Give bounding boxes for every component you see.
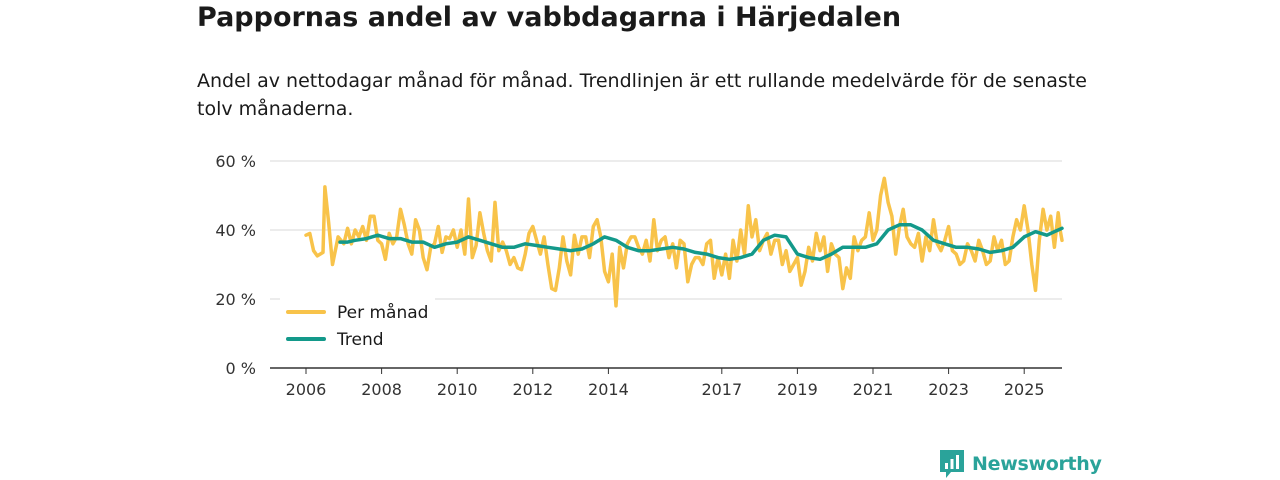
newsworthy-brand: Newsworthy [940, 450, 1102, 478]
chart-series [304, 176, 1064, 308]
chart-title: Pappornas andel av vabbdagarna i Härjeda… [197, 2, 902, 33]
chart-legend: Per månad Trend [280, 298, 435, 356]
newsworthy-logo-icon [940, 450, 964, 478]
x-tick-label: 2019 [777, 380, 818, 399]
y-tick-label: 60 % [215, 152, 256, 171]
x-tick-label: 2006 [286, 380, 327, 399]
y-tick-label: 0 % [226, 359, 256, 378]
legend-label: Trend [336, 330, 384, 350]
y-tick-label: 40 % [215, 221, 256, 240]
y-axis-ticks: 0 % 20 % 40 % 60 % [215, 152, 256, 378]
legend-background [280, 298, 435, 356]
x-tick-label: 2021 [853, 380, 894, 399]
x-axis: 2006 2008 2010 2012 2014 2017 2019 2021 2023 2025 [270, 367, 1062, 399]
series-line-trend [338, 223, 1064, 262]
newsworthy-logo-text: Newsworthy [972, 453, 1102, 475]
x-tick-label: 2023 [928, 380, 969, 399]
y-tick-label: 20 % [215, 290, 256, 309]
legend-label: Per månad [337, 302, 428, 323]
x-tick-label: 2010 [437, 380, 478, 399]
grid-lines [270, 160, 1062, 300]
x-tick-label: 2012 [512, 380, 553, 399]
series-line-per-manad [304, 176, 1064, 308]
x-tick-label: 2014 [588, 380, 629, 399]
x-tick-label: 2025 [1004, 380, 1045, 399]
chart-subtitle: Andel av nettodagar månad för månad. Tre… [197, 70, 1087, 120]
x-tick-label: 2008 [361, 380, 402, 399]
x-tick-label: 2017 [701, 380, 742, 399]
